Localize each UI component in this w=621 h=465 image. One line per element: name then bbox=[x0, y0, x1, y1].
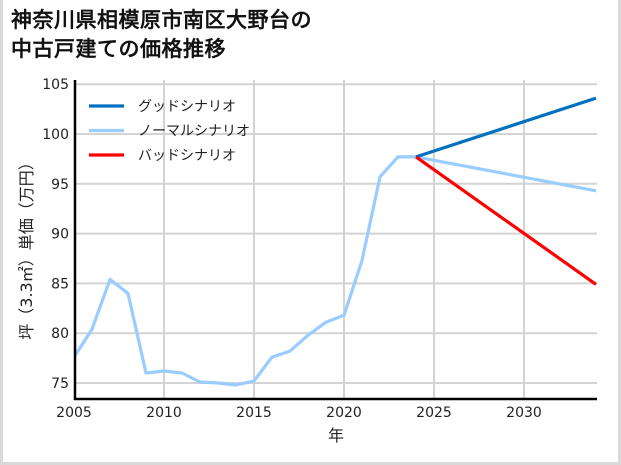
y-tick-label: 105 bbox=[42, 77, 69, 93]
x-tick-label: 2005 bbox=[56, 405, 92, 421]
series-line bbox=[75, 155, 597, 387]
legend-label: グッドシナリオ bbox=[138, 99, 236, 115]
x-tick-label: 2025 bbox=[416, 405, 452, 421]
legend-label: ノーマルシナリオ bbox=[138, 124, 250, 140]
chart-title-line-2: 中古戸建ての価格推移 bbox=[11, 37, 226, 61]
x-axis-label: 年 bbox=[328, 426, 344, 445]
x-tick-labels: 2005 2010 2015 2020 2025 2030 bbox=[56, 405, 542, 421]
series-line bbox=[415, 155, 597, 286]
x-tick-label: 2030 bbox=[506, 405, 542, 421]
y-tick-labels: 75 80 85 90 95 100 105 bbox=[42, 77, 69, 392]
y-tick-label: 85 bbox=[51, 276, 69, 292]
chart-frame bbox=[3, 0, 618, 462]
legend-item: グッドシナリオ bbox=[89, 99, 236, 115]
y-tick-label: 90 bbox=[51, 227, 69, 243]
y-tick-label: 75 bbox=[51, 376, 69, 392]
series-line bbox=[415, 96, 597, 159]
y-tick-label: 95 bbox=[51, 177, 69, 193]
axes bbox=[73, 80, 597, 401]
x-tick-label: 2010 bbox=[146, 405, 182, 421]
chart-title-line-1: 神奈川県相模原市南区大野台の bbox=[11, 8, 312, 32]
y-axis-label: 坪（3.3㎡）単価（万円） bbox=[17, 154, 36, 339]
legend-item: バッドシナリオ bbox=[89, 148, 236, 164]
y-tick-label: 80 bbox=[51, 326, 69, 342]
data-series bbox=[75, 96, 597, 387]
y-tick-label: 100 bbox=[42, 127, 69, 143]
x-tick-label: 2020 bbox=[326, 405, 362, 421]
grid-lines bbox=[75, 80, 597, 399]
chart-title: 神奈川県相模原市南区大野台の 中古戸建ての価格推移 bbox=[11, 6, 312, 64]
legend-item: ノーマルシナリオ bbox=[89, 124, 250, 140]
legend-label: バッドシナリオ bbox=[138, 148, 236, 164]
x-tick-label: 2015 bbox=[236, 405, 272, 421]
